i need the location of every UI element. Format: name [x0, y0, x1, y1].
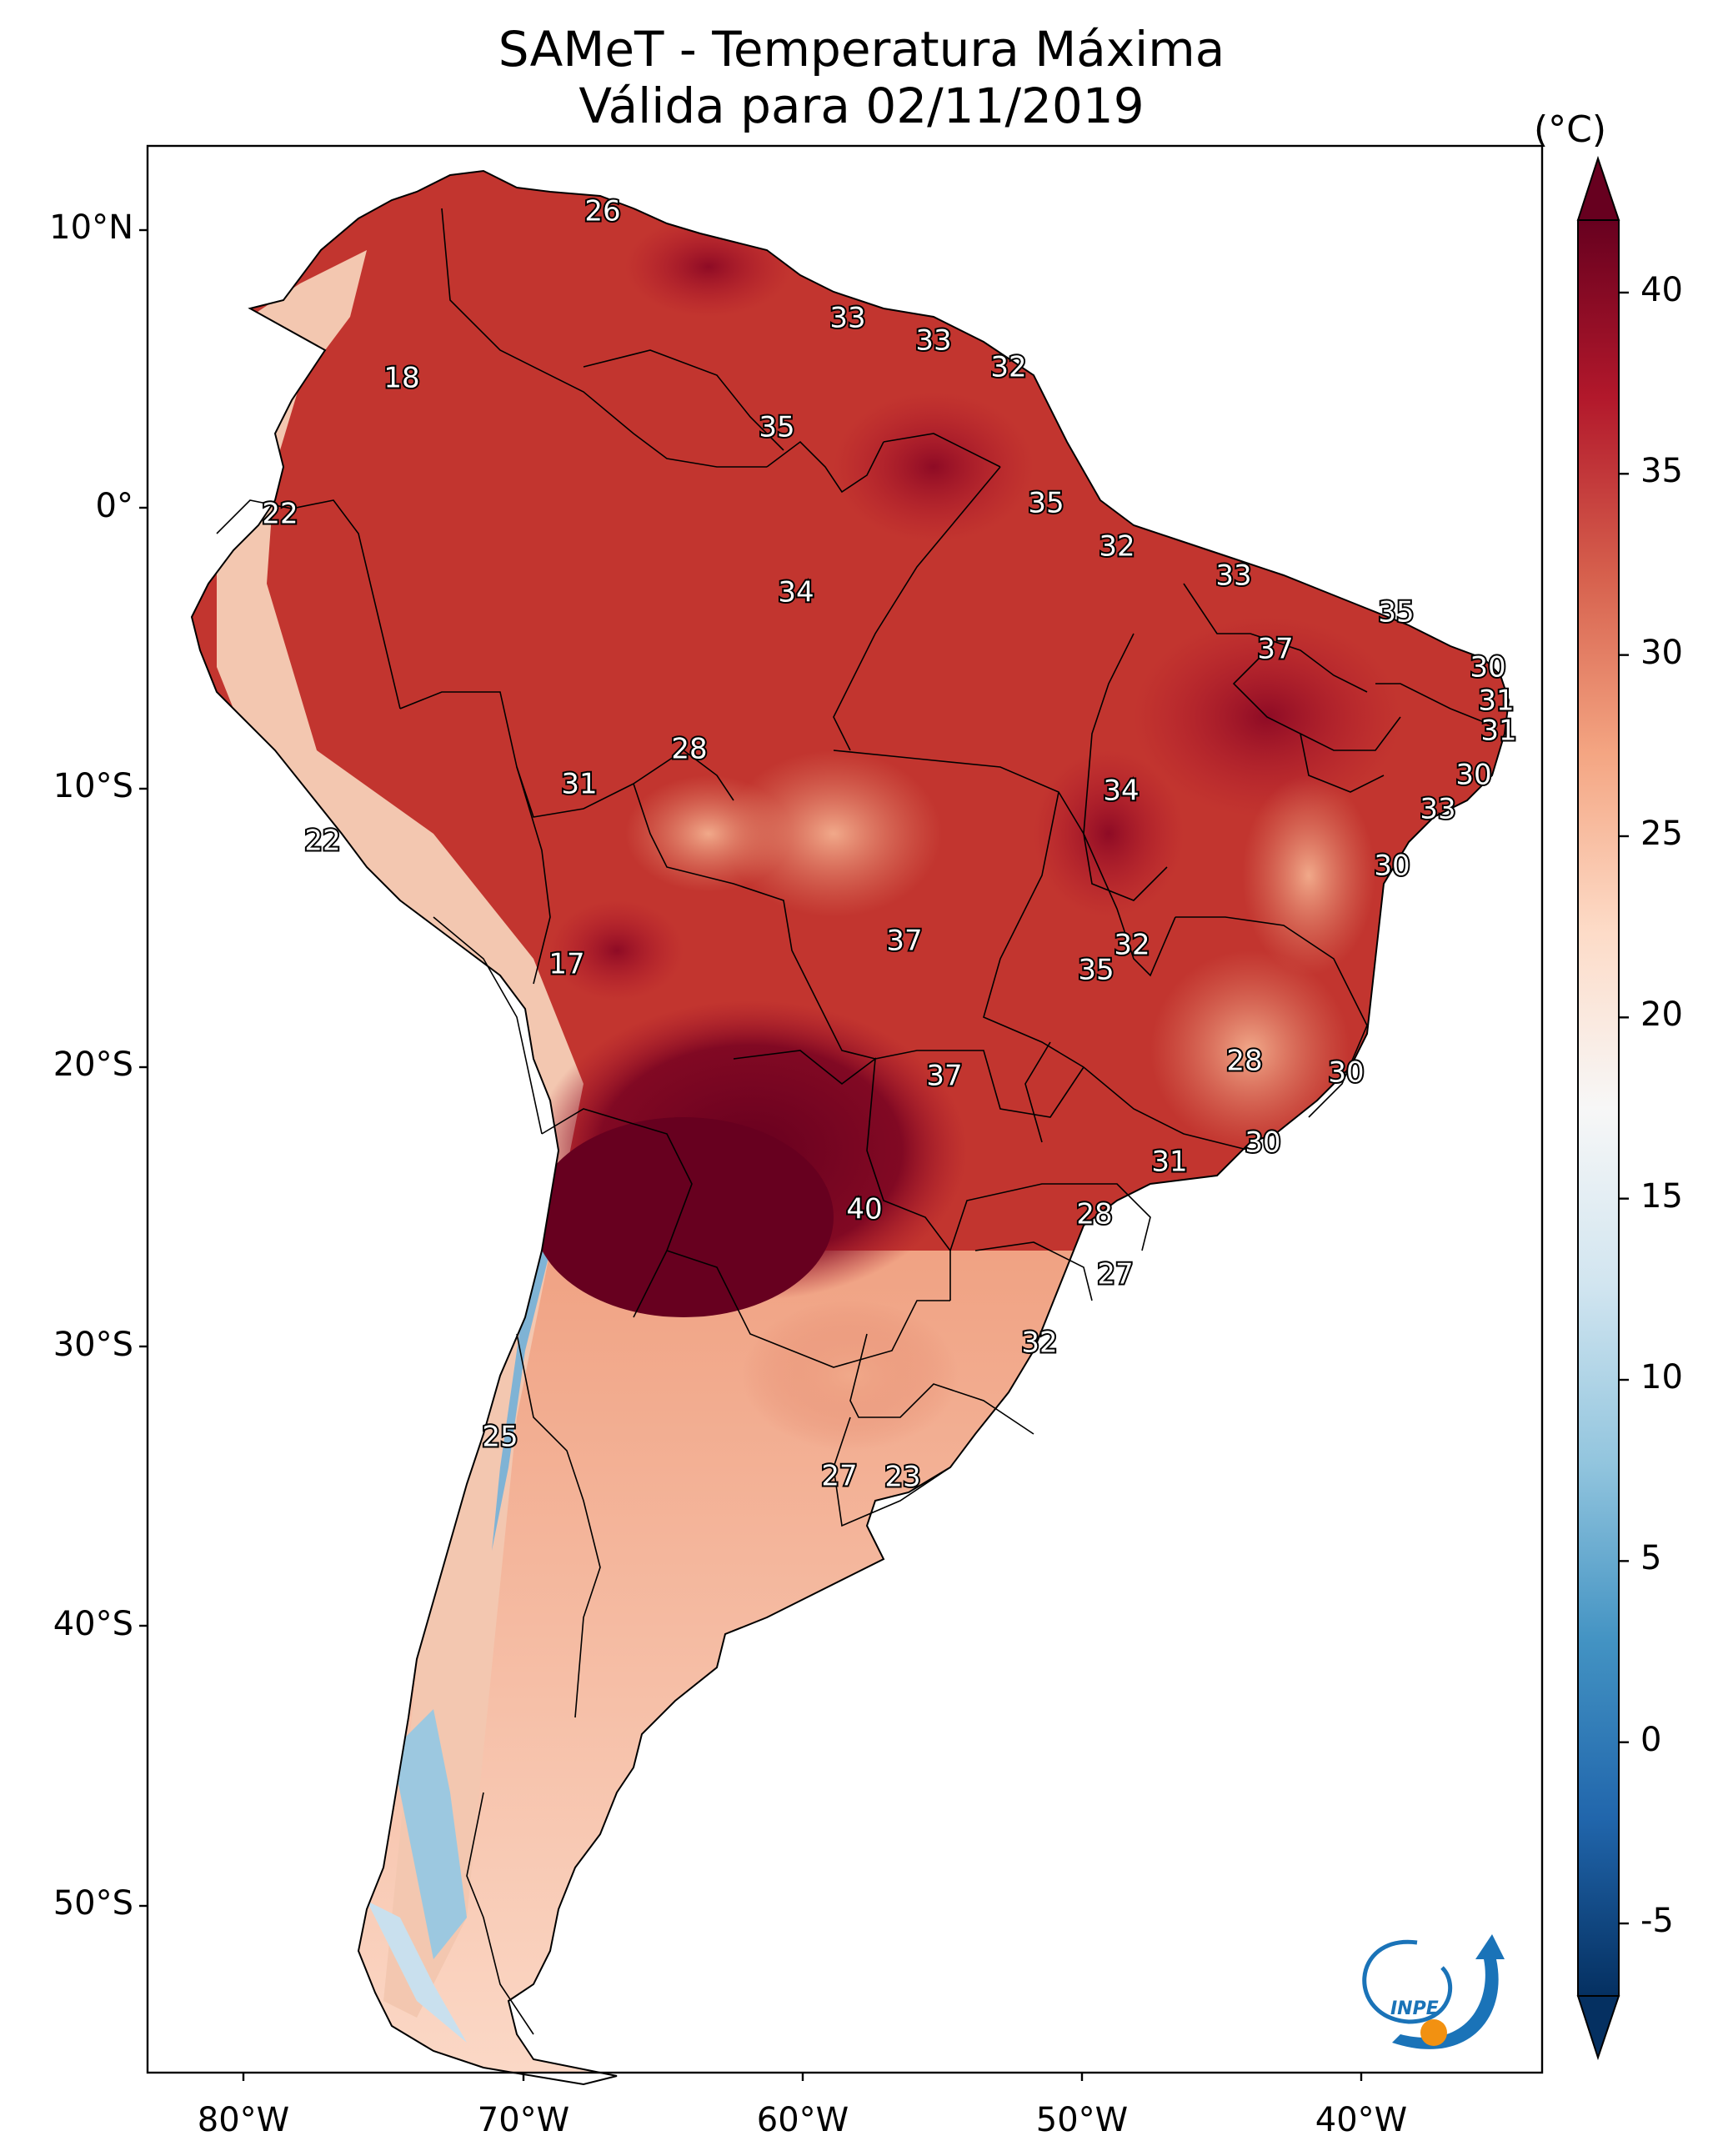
- inpe-logo: INPE: [1362, 1934, 1505, 2049]
- temperature-label: 30: [1374, 850, 1410, 883]
- temperature-label: 32: [1099, 530, 1134, 564]
- temperature-label: 31: [1480, 714, 1516, 748]
- lon-label-60w: 60°W: [756, 2101, 849, 2139]
- colorbar: [1576, 155, 1629, 2061]
- lat-label-30s: 30°S: [53, 1326, 133, 1364]
- temperature-label: 33: [1420, 793, 1455, 826]
- temperature-label: 35: [1078, 954, 1114, 987]
- temperature-label: 37: [886, 925, 922, 958]
- temperature-label: 35: [759, 411, 794, 444]
- country-borders: [216, 208, 1493, 2035]
- temperature-label: 35: [1378, 596, 1414, 629]
- map-frame: [146, 144, 1544, 2074]
- inpe-logo-text: INPE: [1390, 1998, 1439, 2019]
- temperature-label: 31: [1478, 684, 1514, 718]
- temperature-label: 34: [1103, 775, 1139, 808]
- lat-label-50s: 50°S: [53, 1884, 133, 1923]
- lon-label-40w: 40°W: [1315, 2101, 1408, 2139]
- colorbar-tick-label: 40: [1640, 270, 1683, 309]
- axis-ticks: [139, 228, 1363, 2081]
- temperature-label: 22: [262, 498, 298, 531]
- temperature-label: 28: [671, 733, 707, 766]
- temperature-label: 28: [1226, 1045, 1262, 1078]
- map-title: SAMeT - Temperatura Máxima: [498, 21, 1225, 78]
- temperature-label: 33: [915, 324, 951, 358]
- temperature-label: 34: [778, 576, 814, 609]
- temperature-label: 37: [926, 1060, 962, 1093]
- colorbar-frame: [1577, 219, 1620, 1997]
- temperature-label: 33: [829, 302, 865, 335]
- temperature-label: 31: [561, 768, 597, 801]
- colorbar-tick-label: 0: [1640, 1720, 1662, 1759]
- colorbar-tick-label: -5: [1640, 1902, 1674, 1941]
- colorbar-tick-label: 20: [1640, 995, 1683, 1035]
- temperature-label: 17: [548, 948, 584, 981]
- lat-label-40s: 40°S: [53, 1605, 133, 1643]
- temperature-label: 32: [990, 351, 1026, 384]
- lon-label-80w: 80°W: [197, 2101, 290, 2139]
- temperature-label: 25: [482, 1421, 518, 1454]
- lat-label-10s: 10°S: [53, 767, 133, 805]
- lat-label-0: 0°: [95, 487, 133, 525]
- colorbar-max-extend: [1576, 155, 1620, 221]
- temperature-label: 28: [1076, 1198, 1112, 1231]
- colorbar-tick-label: 5: [1640, 1539, 1662, 1578]
- temperature-label: 37: [1257, 633, 1293, 666]
- temperature-label: 26: [584, 195, 620, 228]
- colorbar-tick-label: 30: [1640, 633, 1683, 672]
- temperature-label: 30: [1245, 1126, 1280, 1160]
- temperature-label: 40: [846, 1193, 882, 1226]
- colorbar-unit: (°C): [1534, 108, 1607, 151]
- colorbar-gradient: [1578, 220, 1619, 1996]
- temperature-label: 32: [1021, 1326, 1057, 1360]
- temperature-label: 30: [1455, 759, 1491, 792]
- temperature-label: 31: [1151, 1146, 1187, 1179]
- temperature-label: 22: [304, 825, 340, 858]
- colorbar-tick-label: 25: [1640, 814, 1683, 853]
- temperature-label: 27: [821, 1460, 857, 1493]
- temperature-label: 30: [1328, 1056, 1364, 1090]
- temperature-label: 32: [1114, 929, 1150, 962]
- colorbar-tick-label: 35: [1640, 452, 1683, 491]
- temperature-label: 35: [1028, 487, 1064, 520]
- temperature-label: 23: [884, 1461, 920, 1494]
- colorbar-min-extend: [1576, 1995, 1620, 2061]
- colorbar-tick-label: 10: [1640, 1358, 1683, 1397]
- lat-label-10n: 10°N: [49, 208, 133, 247]
- map-subtitle: Válida para 02/11/2019: [579, 78, 1144, 134]
- temperature-label: 27: [1097, 1258, 1133, 1291]
- temperature-label: 18: [383, 362, 419, 395]
- lon-label-70w: 70°W: [477, 2101, 570, 2139]
- temperature-label: 30: [1470, 651, 1505, 684]
- temperature-label: 33: [1215, 559, 1251, 593]
- lat-label-20s: 20°S: [53, 1045, 133, 1084]
- lon-label-50w: 50°W: [1035, 2101, 1129, 2139]
- colorbar-tick-label: 15: [1640, 1176, 1683, 1216]
